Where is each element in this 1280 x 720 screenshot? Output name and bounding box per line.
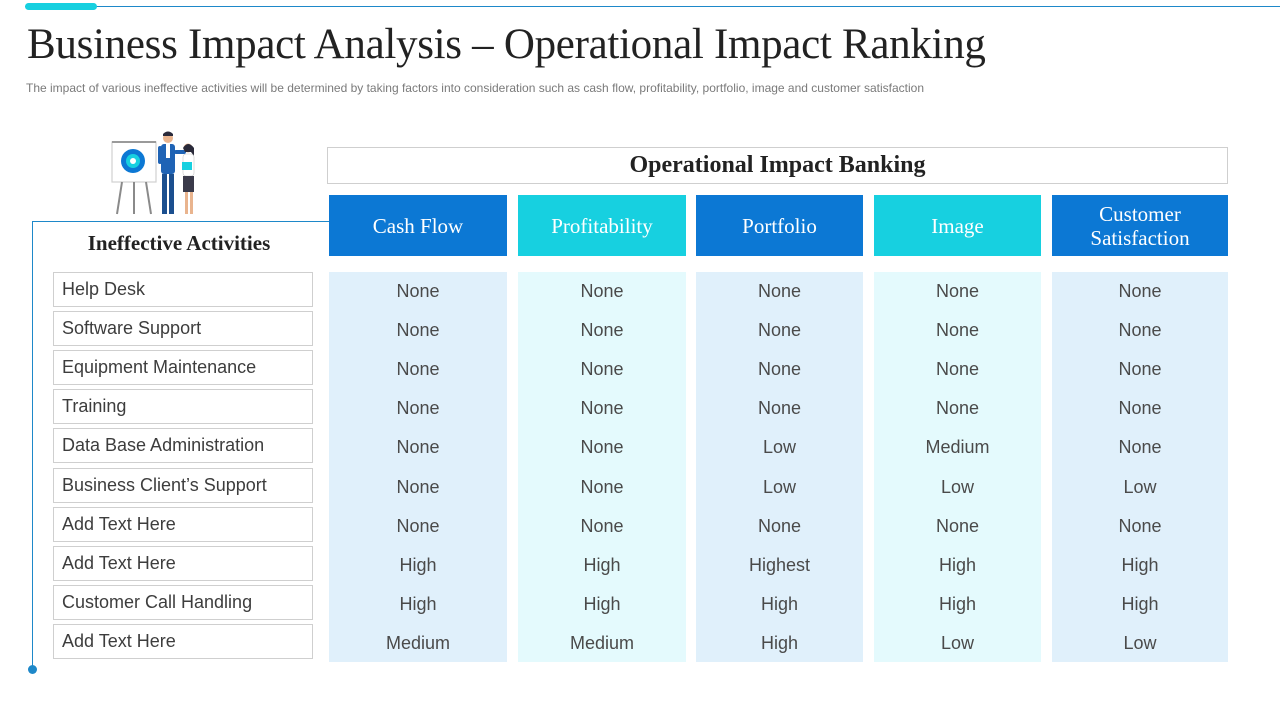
impact-cell: None bbox=[580, 398, 624, 419]
impact-cell: Low bbox=[762, 476, 797, 497]
impact-cell: None bbox=[396, 398, 440, 419]
impact-cell: High bbox=[760, 593, 799, 614]
activity-item: Add Text Here bbox=[53, 506, 313, 542]
impact-cell: Low bbox=[940, 632, 975, 653]
impact-cell: High bbox=[938, 554, 977, 575]
impact-cell: None bbox=[757, 515, 802, 536]
impact-cell: None bbox=[935, 515, 980, 536]
impact-cell: None bbox=[580, 281, 624, 301]
impact-cell: None bbox=[757, 281, 802, 301]
impact-cell: High bbox=[399, 593, 437, 614]
impact-cell: None bbox=[935, 398, 980, 419]
top-accent-bar bbox=[25, 3, 97, 10]
page-title: Business Impact Analysis – Operational I… bbox=[27, 21, 986, 68]
impact-cell: None bbox=[935, 359, 980, 380]
impact-cell: None bbox=[580, 320, 624, 341]
impact-cell: None bbox=[396, 437, 440, 458]
impact-cell: Medium bbox=[385, 632, 451, 653]
column-header: Cash Flow bbox=[329, 195, 507, 256]
impact-cell: None bbox=[396, 281, 440, 301]
impact-cell: None bbox=[1118, 437, 1162, 458]
impact-cell: None bbox=[1118, 281, 1162, 301]
impact-cell: Medium bbox=[569, 632, 635, 653]
impact-cell: None bbox=[935, 281, 980, 301]
activity-item: Data Base Administration bbox=[53, 428, 313, 464]
impact-cell: None bbox=[757, 359, 802, 380]
bracket-end-dot bbox=[28, 665, 37, 674]
page-subtitle: The impact of various ineffective activi… bbox=[26, 81, 924, 95]
impact-cell: Low bbox=[940, 476, 975, 497]
impact-cell: None bbox=[757, 398, 802, 419]
column-header: Image bbox=[874, 195, 1041, 256]
activity-item: Help Desk bbox=[53, 272, 313, 307]
top-rule bbox=[25, 6, 1280, 7]
impact-cell: None bbox=[935, 320, 980, 341]
impact-cell: High bbox=[938, 593, 977, 614]
impact-cell: None bbox=[396, 515, 440, 536]
impact-cell: None bbox=[580, 476, 624, 497]
impact-cell: Low bbox=[1123, 476, 1157, 497]
impact-cell: None bbox=[580, 437, 624, 458]
activity-item: Software Support bbox=[53, 311, 313, 347]
column-header: Profitability bbox=[518, 195, 686, 256]
impact-cell: None bbox=[580, 359, 624, 380]
impact-cell: High bbox=[399, 554, 437, 575]
impact-cell: Low bbox=[1123, 632, 1157, 653]
impact-cell: None bbox=[1118, 320, 1162, 341]
column-body bbox=[518, 272, 686, 662]
column-body bbox=[874, 272, 1041, 662]
activities-bracket bbox=[32, 221, 329, 671]
table-title: Operational Impact Banking bbox=[327, 147, 1228, 184]
activities-heading: Ineffective Activities bbox=[87, 231, 271, 255]
column-body bbox=[329, 272, 507, 662]
impact-cell: None bbox=[1118, 398, 1162, 419]
impact-cell: None bbox=[396, 359, 440, 380]
impact-cell: High bbox=[1121, 593, 1159, 614]
impact-cell: Medium bbox=[925, 437, 990, 458]
impact-cell: High bbox=[1121, 554, 1159, 575]
impact-cell: None bbox=[396, 476, 440, 497]
activity-item: Add Text Here bbox=[53, 623, 313, 659]
impact-cell: None bbox=[580, 515, 624, 536]
impact-cell: Low bbox=[762, 437, 797, 458]
activity-item: Add Text Here bbox=[53, 545, 313, 581]
impact-cell: Highest bbox=[748, 554, 811, 575]
impact-cell: High bbox=[583, 593, 621, 614]
column-header: Customer Satisfaction bbox=[1052, 195, 1228, 256]
column-body bbox=[1052, 272, 1228, 662]
impact-cell: None bbox=[1118, 359, 1162, 380]
activity-item: Customer Call Handling bbox=[53, 584, 313, 620]
column-body bbox=[696, 272, 863, 662]
column-header: Portfolio bbox=[696, 195, 863, 256]
impact-cell: High bbox=[583, 554, 621, 575]
impact-cell: None bbox=[757, 320, 802, 341]
impact-cell: High bbox=[760, 632, 799, 653]
activity-item: Training bbox=[53, 389, 313, 425]
activity-item: Business Client’s Support bbox=[53, 467, 313, 503]
business-presentation-icon bbox=[111, 131, 195, 215]
impact-cell: None bbox=[396, 320, 440, 341]
impact-cell: None bbox=[1118, 515, 1162, 536]
activity-item: Equipment Maintenance bbox=[53, 350, 313, 386]
